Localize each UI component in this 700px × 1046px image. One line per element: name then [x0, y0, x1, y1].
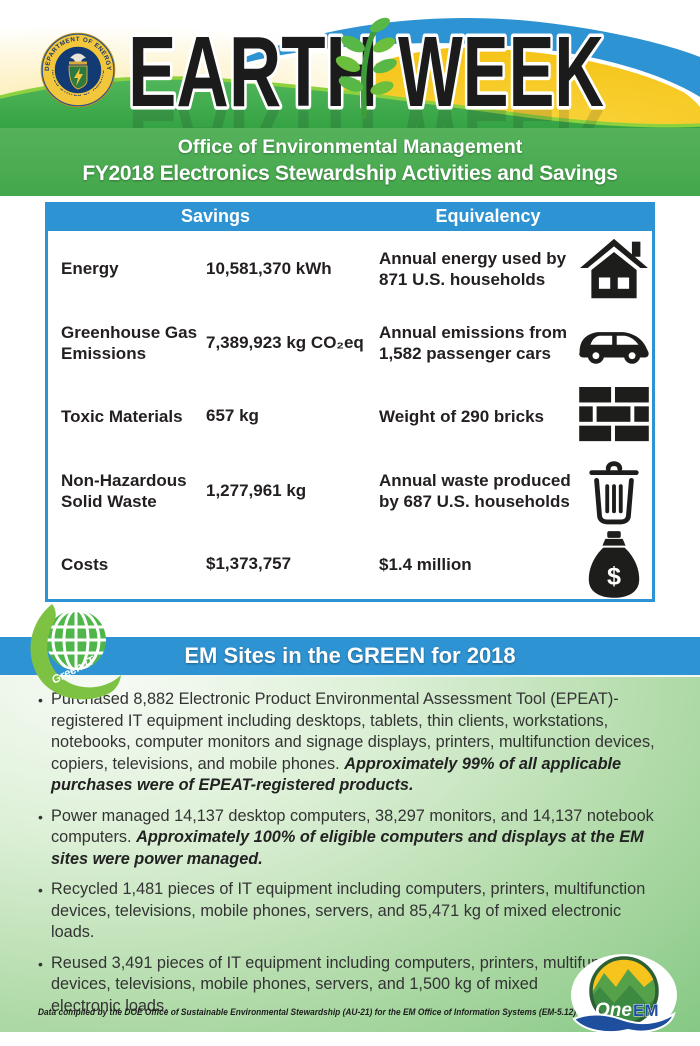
- row-value: 657 kg: [206, 406, 259, 425]
- banner-line1: Office of Environmental Management: [177, 136, 523, 158]
- row-equivalency: Annual energy used by 871 U.S. household…: [379, 248, 567, 289]
- row-equivalency: $1.4 million: [379, 554, 472, 574]
- title-earth: EARTH: [128, 16, 378, 128]
- banner-line2: FY2018 Electronics Stewardship Activitie…: [82, 162, 618, 185]
- table-row: Energy 10,581,370 kWh Annual energy used…: [48, 231, 652, 306]
- list-item: Power managed 14,137 desktop computers, …: [38, 806, 660, 871]
- row-equivalency: Weight of 290 bricks: [379, 406, 545, 426]
- money-bag-icon: $: [586, 529, 642, 599]
- list-item: Reused 3,491 pieces of IT equipment incl…: [38, 953, 660, 1018]
- bullet-emphasis: Approximately 99% of all applicable purc…: [51, 754, 622, 795]
- title-reflection: EARTH WEEK: [128, 88, 604, 128]
- bullet-emphasis: Approximately 100% of eligible computers…: [51, 828, 644, 868]
- bullet-text: Reused 3,491 pieces of IT equipment incl…: [51, 953, 635, 994]
- row-label: Greenhouse Gas Emissions: [61, 323, 198, 363]
- row-equivalency: Annual waste produced by 687 U.S. househ…: [379, 470, 571, 511]
- footnote: Data compiled by the DOE Office of Susta…: [38, 1007, 577, 1018]
- seal-eagle: [70, 53, 86, 62]
- table-row: Toxic Materials 657 kg Weight of 290 bri…: [48, 380, 652, 452]
- oneem-logo: One EM: [571, 954, 677, 1036]
- bullet-text: Power managed 14,137 desktop computers, …: [51, 806, 654, 847]
- doe-seal: DEPARTMENT OF ENERGY UNITED STATES OF AM…: [40, 32, 116, 108]
- svg-text:WEEK: WEEK: [398, 88, 604, 128]
- row-value: 10,581,370 kWh: [206, 258, 332, 278]
- trash-icon: [585, 457, 643, 525]
- row-value: $1,373,757: [206, 554, 292, 573]
- green-it-logo: Green IT: [30, 604, 121, 700]
- house-icon: [578, 236, 650, 302]
- green-section: Purchased 8,882 Electronic Product Envir…: [0, 675, 700, 1032]
- header-art: EARTH WEEK EARTH WEEK DEPARTMENT OF ENER…: [0, 0, 700, 128]
- bricks-icon: [579, 387, 649, 445]
- row-value: 7,389,923 kg CO₂eq: [206, 333, 364, 352]
- col-header-equivalency: Equivalency: [435, 206, 541, 226]
- col-header-savings: Savings: [180, 206, 251, 226]
- row-label: Toxic Materials: [61, 406, 183, 426]
- title-week: WEEK: [398, 16, 604, 128]
- table-row: Costs $1,373,757 $1.4 million $: [48, 529, 652, 599]
- bullet-continuation: electronic loads.: [51, 996, 169, 1015]
- oneem-em: EM: [633, 1001, 659, 1020]
- seal-lightning: [74, 68, 83, 86]
- table-header: Savings Equivalency: [48, 205, 652, 231]
- globe-grid: [46, 610, 106, 670]
- bullet-text: Purchased 8,882 Electronic Product Envir…: [51, 690, 655, 773]
- savings-table: Savings Equivalency Energy 10,581,370 kW…: [45, 202, 655, 602]
- sapling-icon: [335, 17, 397, 119]
- row-label: Non-Hazardous Solid Waste: [61, 470, 187, 511]
- highlights-list: Purchased 8,882 Electronic Product Envir…: [0, 677, 700, 1017]
- row-value: 1,277,961 kg: [206, 480, 307, 500]
- leaf-icon: [30, 604, 121, 700]
- row-label: Costs: [61, 554, 109, 574]
- title-banner: Office of Environmental Management FY201…: [0, 128, 700, 196]
- list-item: Purchased 8,882 Electronic Product Envir…: [38, 689, 660, 797]
- row-label: Energy: [61, 259, 119, 278]
- wave-icon: [572, 1011, 676, 1034]
- list-item: Recycled 1,481 pieces of IT equipment in…: [38, 879, 660, 944]
- table-row: Greenhouse Gas Emissions 7,389,923 kg CO…: [48, 306, 652, 380]
- table-row: Non-Hazardous Solid Waste 1,277,961 kg A…: [48, 452, 652, 529]
- car-icon: [576, 319, 652, 367]
- row-equivalency: Annual emissions from 1,582 passenger ca…: [379, 323, 567, 363]
- em-sites-title: EM Sites in the GREEN for 2018: [184, 643, 516, 668]
- em-sites-banner: EM Sites in the GREEN for 2018: [0, 637, 700, 675]
- bullet-text: Recycled 1,481 pieces of IT equipment in…: [51, 880, 646, 941]
- svg-text:EARTH: EARTH: [128, 88, 378, 128]
- svg-text:$: $: [607, 562, 621, 590]
